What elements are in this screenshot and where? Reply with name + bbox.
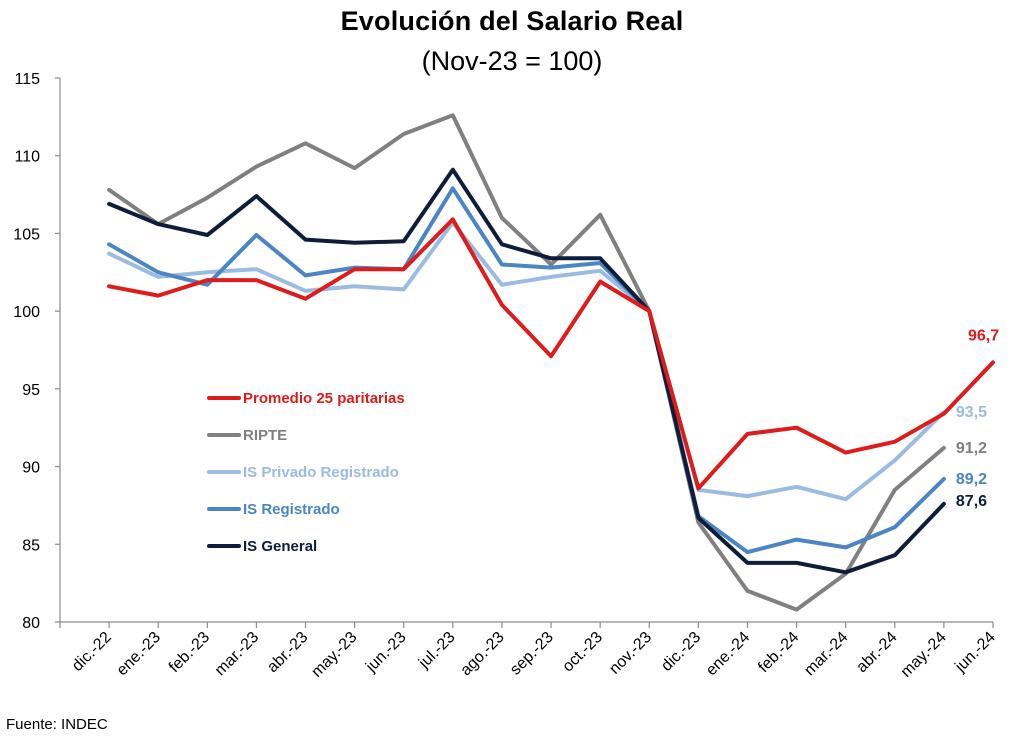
end-label-promedio-25-paritarias: 96,7 <box>968 327 999 344</box>
legend-label-promedio-25-paritarias: Promedio 25 paritarias <box>243 390 405 407</box>
legend-label-is-privado-registrado: IS Privado Registrado <box>243 464 399 481</box>
x-tick-label: jul.-23 <box>415 629 459 673</box>
series-line-promedio-25-paritarias <box>107 217 995 491</box>
series-line-is-general <box>107 167 946 575</box>
x-tick-label: oct.-23 <box>559 629 606 676</box>
x-tick-label: feb.-24 <box>755 629 802 676</box>
x-tick-label: dic.-22 <box>69 629 115 675</box>
legend: Promedio 25 paritarias RIPTE IS Privado Re… <box>207 390 405 555</box>
x-tick-label: jun.-23 <box>362 629 409 676</box>
end-label-ripte: 91,2 <box>956 440 987 457</box>
source-note: Fuente: INDEC <box>6 716 108 733</box>
series-line-ripte <box>107 113 946 612</box>
end-label-is-registrado: 89,2 <box>956 471 987 488</box>
legend-label-is-general: IS General <box>243 538 317 555</box>
chart-title: Evolución del Salario Real <box>340 6 684 36</box>
series-line-is-registrado <box>107 186 946 555</box>
x-tick-label: sep.-23 <box>507 629 557 679</box>
y-tick-label: 80 <box>22 615 40 632</box>
series-layer <box>107 113 995 612</box>
end-labels: 91,2 93,5 89,2 87,6 96,7 <box>956 327 999 509</box>
chart-subtitle: (Nov-23 = 100) <box>421 46 603 76</box>
x-tick-label: nov.-23 <box>606 629 655 678</box>
x-tick-label: ago.-23 <box>457 629 507 679</box>
legend-label-ripte: RIPTE <box>243 427 287 444</box>
y-tick-label: 100 <box>13 304 40 321</box>
y-tick-label: 115 <box>14 71 40 88</box>
x-tick-label: jun.-24 <box>952 629 999 676</box>
x-tick-label: mar.-23 <box>212 629 262 679</box>
x-tick-label: mar.-24 <box>801 629 851 679</box>
x-tick-label: may.-23 <box>308 629 360 681</box>
x-tick-label: may.-24 <box>898 629 950 681</box>
end-label-is-general: 87,6 <box>956 493 987 510</box>
x-tick-label: ene.-23 <box>114 629 164 679</box>
x-tick-label: abr.-24 <box>853 629 900 676</box>
y-tick-label: 85 <box>22 537 40 554</box>
y-tick-label: 95 <box>22 382 40 399</box>
y-tick-label: 105 <box>13 226 40 243</box>
x-tick-label: abr.-23 <box>264 629 311 676</box>
x-tick-label: ene.-24 <box>703 629 753 679</box>
x-tick-label: feb.-23 <box>166 629 213 676</box>
x-tick-label: dic.-23 <box>658 629 704 675</box>
series-line-is-privado-registrado <box>107 220 946 502</box>
y-tick-label: 90 <box>22 460 40 477</box>
y-tick-label: 110 <box>14 149 40 166</box>
legend-label-is-registrado: IS Registrado <box>243 501 340 518</box>
end-label-is-privado-registrado: 93,5 <box>956 404 987 421</box>
